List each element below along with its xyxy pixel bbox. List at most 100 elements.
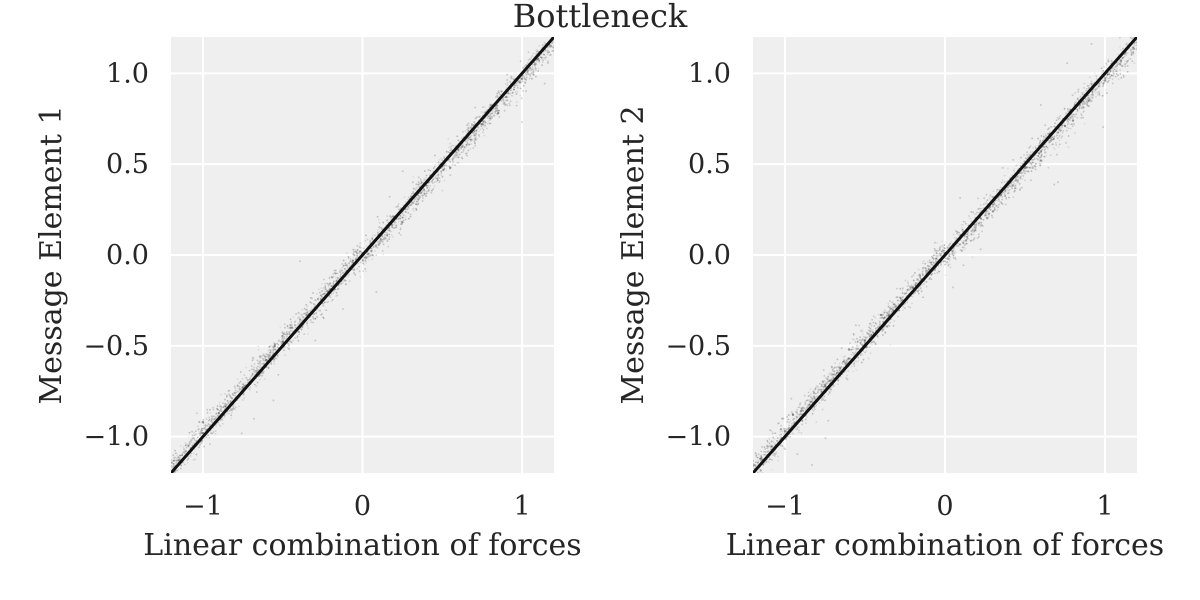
scatter-point [387, 229, 390, 232]
scatter-point [163, 475, 165, 477]
scatter-point [465, 143, 468, 146]
scatter-point [194, 458, 197, 461]
scatter-point [162, 472, 164, 474]
scatter-point [985, 193, 988, 196]
scatter-point [370, 247, 373, 250]
scatter-point [1003, 174, 1006, 177]
scatter-point [978, 222, 980, 224]
scatter-point [1132, 47, 1135, 50]
scatter-point [557, 28, 559, 30]
scatter-point [751, 472, 753, 474]
scatter-point [352, 259, 354, 262]
scatter-point [840, 347, 843, 350]
scatter-point [768, 458, 771, 461]
scatter-point [1086, 84, 1089, 87]
scatter-point [236, 378, 239, 381]
scatter-point [310, 306, 313, 309]
scatter-point [196, 436, 199, 439]
scatter-point [952, 248, 955, 251]
scatter-point [962, 242, 964, 244]
scatter-point [946, 256, 949, 259]
scatter-point [938, 249, 941, 252]
scatter-point [1108, 73, 1110, 76]
scatter-point [436, 179, 439, 182]
scatter-point [336, 278, 339, 281]
scatter-point [1082, 116, 1085, 119]
scatter-point [281, 332, 284, 334]
scatter-point [839, 375, 842, 378]
scatter-point [478, 135, 481, 138]
scatter-point [294, 324, 296, 327]
scatter-point [456, 156, 459, 159]
scatter-point [532, 73, 535, 76]
scatter-point [1012, 169, 1015, 172]
scatter-point [168, 468, 170, 470]
scatter-point [245, 376, 247, 379]
scatter-point [1106, 73, 1109, 76]
scatter-point [1139, 32, 1141, 34]
scatter-point [254, 370, 257, 372]
scatter-point [423, 190, 426, 193]
scatter-point [541, 44, 544, 46]
scatter-point [750, 481, 752, 483]
scatter-point [280, 335, 283, 338]
scatter-point [1038, 152, 1041, 155]
scatter-point [546, 32, 548, 34]
scatter-point [770, 440, 773, 443]
scatter-point [757, 453, 760, 456]
scatter-point [798, 415, 801, 417]
scatter-point [926, 268, 928, 271]
scatter-point [171, 469, 172, 470]
scatter-point [169, 473, 171, 475]
scatter-point [283, 323, 286, 326]
scatter-point [179, 454, 181, 457]
scatter-point [1141, 35, 1143, 37]
scatter-point [436, 173, 439, 176]
scatter-point [525, 71, 528, 73]
scatter-point [937, 270, 940, 273]
scatter-point [458, 153, 461, 156]
scatter-point [223, 405, 226, 408]
scatter-point [756, 471, 759, 473]
scatter-point [832, 373, 835, 376]
scatter-point [185, 446, 188, 449]
scatter-point [191, 430, 193, 433]
scatter-point [421, 190, 424, 192]
scatter-point [374, 234, 376, 237]
scatter-point [1133, 44, 1136, 46]
scatter-point [273, 360, 276, 363]
scatter-point [560, 31, 562, 33]
scatter-point [1059, 129, 1062, 131]
scatter-point [1081, 107, 1083, 109]
scatter-point [265, 355, 268, 358]
scatter-point [922, 296, 924, 299]
scatter-point [804, 402, 807, 405]
scatter-point [224, 405, 227, 408]
scatter-point [172, 457, 175, 459]
scatter-point [866, 332, 868, 335]
scatter-point [263, 354, 265, 357]
scatter-point [859, 343, 862, 346]
scatter-point [473, 130, 476, 133]
scatter-point [342, 264, 345, 267]
scatter-point [506, 73, 509, 76]
scatter-point [753, 474, 755, 476]
scatter-point [359, 250, 362, 253]
scatter-point [192, 458, 195, 461]
scatter-point [1076, 98, 1079, 100]
scatter-point [904, 292, 906, 295]
scatter-point [917, 289, 920, 292]
scatter-point [268, 345, 271, 348]
scatter-point [269, 344, 272, 347]
scatter-point [986, 212, 989, 215]
scatter-point [490, 112, 493, 115]
scatter-point [486, 122, 489, 125]
scatter-point [1100, 71, 1103, 74]
scatter-point [804, 418, 807, 421]
scatter-point [371, 254, 374, 256]
scatter-point [507, 91, 510, 94]
scatter-point [374, 244, 377, 247]
scatter-point [1015, 187, 1017, 190]
scatter-point [1053, 136, 1056, 139]
scatter-point [206, 424, 209, 427]
